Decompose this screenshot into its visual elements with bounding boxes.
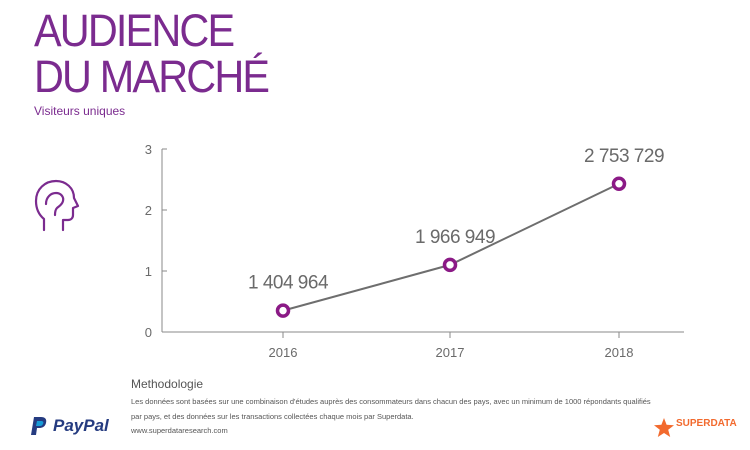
data-label: 2 753 729 — [584, 146, 664, 167]
chart-series: 1 404 964 1 966 949 2 753 729 — [248, 146, 665, 318]
data-label: 1 966 949 — [415, 227, 495, 248]
data-point — [442, 257, 458, 273]
title-line-1: AUDIENCE — [34, 5, 235, 56]
y-tick-label: 1 — [145, 264, 152, 279]
x-tick-label: 2017 — [436, 345, 465, 360]
data-point — [611, 176, 627, 192]
superdata-wordmark: SUPERDATA — [676, 418, 737, 429]
y-tick-label: 2 — [145, 203, 152, 218]
methodology-title: Methodologie — [131, 377, 204, 391]
head-profile-icon — [34, 179, 80, 232]
title-line-2: DU MARCHÉ — [34, 51, 270, 102]
x-tick-label: 2016 — [269, 345, 298, 360]
superdata-logo: SUPERDATA — [654, 418, 737, 438]
x-tick-label: 2018 — [605, 345, 634, 360]
paypal-wordmark: PayPal — [53, 416, 109, 435]
page-title: AUDIENCE DU MARCHÉ — [34, 5, 270, 102]
chart: 0 1 2 3 2016 2017 2018 1 404 964 1 966 949 2 753… — [145, 142, 684, 360]
data-point — [275, 303, 291, 318]
data-label: 1 404 964 — [248, 273, 329, 294]
paypal-logo-icon — [31, 417, 47, 435]
y-tick-label: 0 — [145, 325, 152, 340]
paypal-logo: PayPal — [30, 416, 109, 436]
methodology-text: Les données sont basées sur une combinai… — [131, 397, 651, 421]
footer-url[interactable]: www.superdataresearch.com — [131, 426, 228, 435]
subtitle: Visiteurs uniques — [34, 104, 126, 118]
chart-axes: 0 1 2 3 2016 2017 2018 — [145, 142, 684, 360]
y-tick-label: 3 — [145, 142, 152, 157]
superdata-star-icon — [654, 418, 674, 437]
